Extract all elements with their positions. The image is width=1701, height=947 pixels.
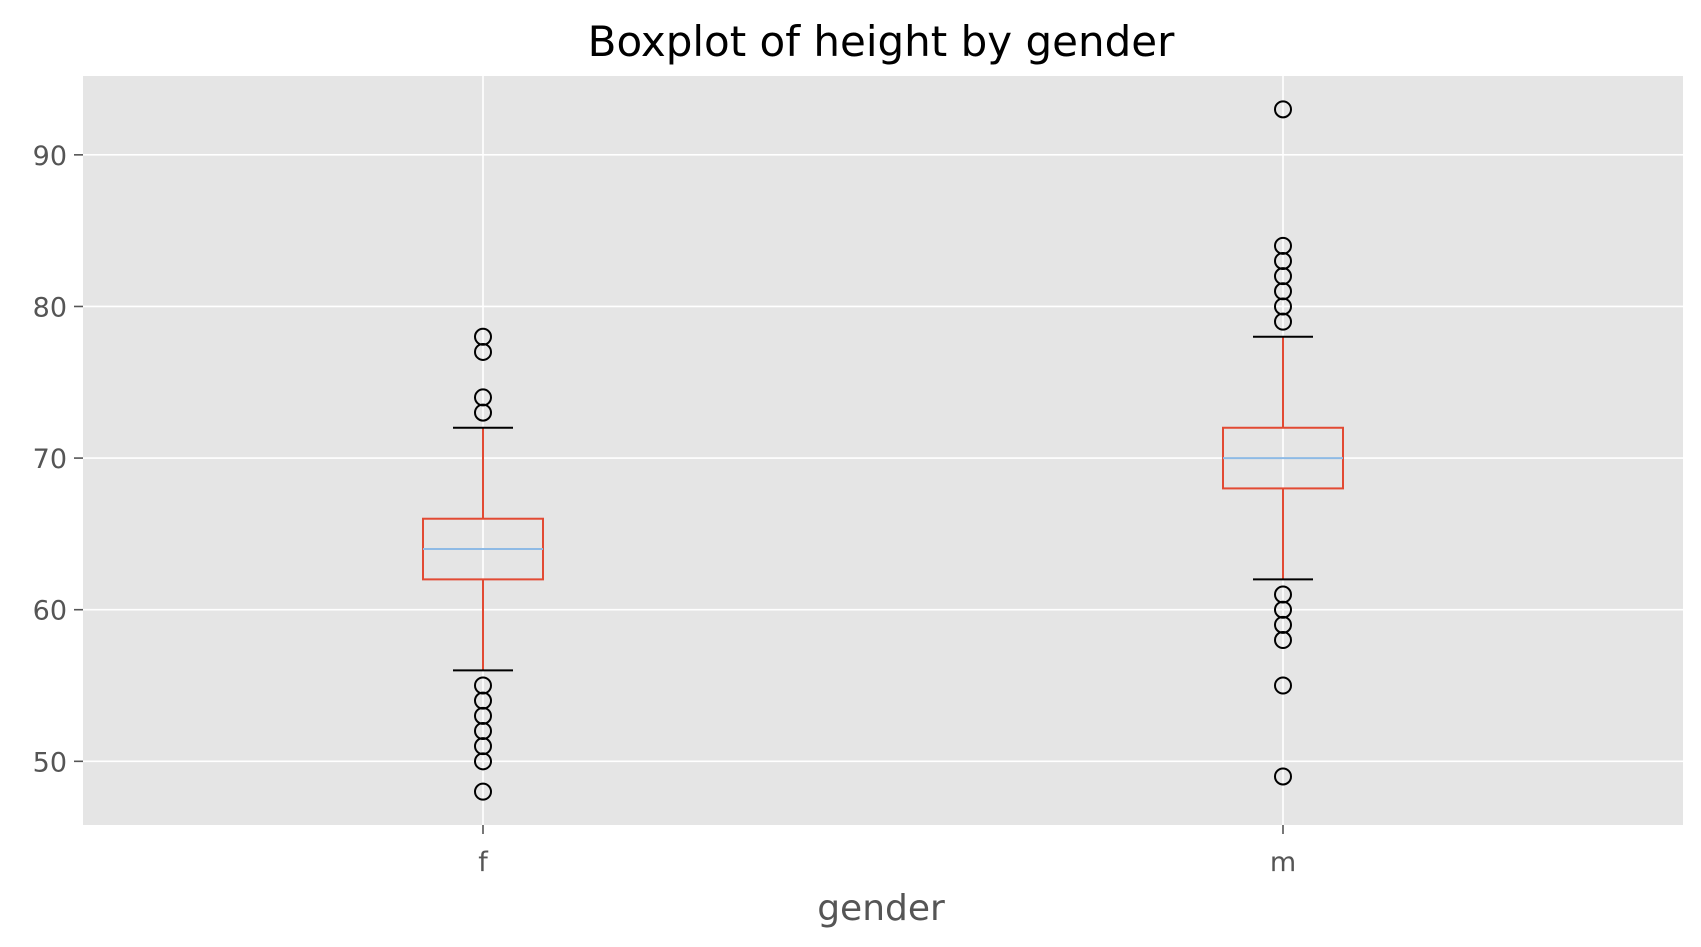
plot-area — [83, 76, 1683, 825]
x-axis-label: gender — [817, 888, 945, 929]
outlier-point — [474, 782, 492, 801]
y-tick-label: 50 — [33, 747, 67, 778]
outlier-point — [1274, 676, 1292, 695]
y-tick-label: 80 — [33, 292, 67, 323]
outlier-point — [1274, 767, 1292, 786]
boxes — [422, 100, 1344, 801]
x-tick-label-f: f — [478, 847, 489, 878]
axis-ticks: 50 60 70 80 90 f m — [33, 141, 1297, 878]
box-group-f — [422, 327, 544, 801]
outlier-point — [1274, 585, 1292, 604]
outlier-point — [474, 327, 492, 346]
outlier-point — [1274, 100, 1292, 119]
outlier-point — [474, 676, 492, 695]
box-group-m — [1222, 100, 1344, 786]
y-tick-label: 60 — [33, 596, 67, 627]
y-tick-label: 90 — [33, 141, 67, 172]
x-tick-label-m: m — [1270, 847, 1296, 878]
outlier-point — [474, 388, 492, 407]
outlier-point — [1274, 236, 1292, 255]
chart-title: Boxplot of height by gender — [588, 17, 1175, 66]
y-tick-label: 70 — [33, 444, 67, 475]
